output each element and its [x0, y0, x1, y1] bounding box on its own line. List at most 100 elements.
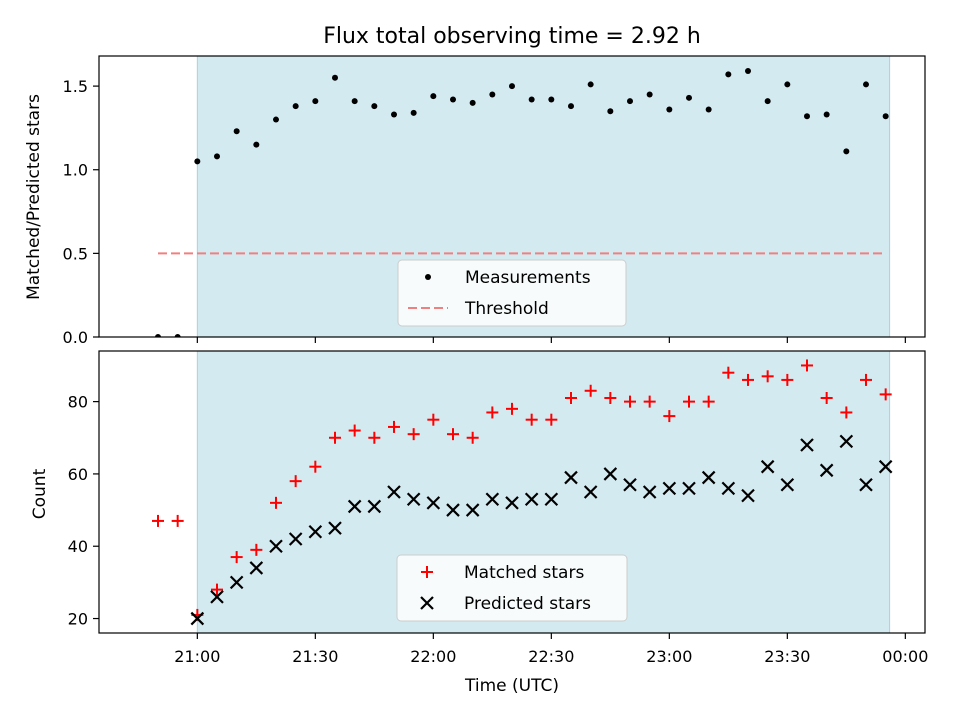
- predicted-point: [780, 477, 795, 492]
- x-tick-label: 00:00: [882, 647, 928, 666]
- measurement-point: [253, 141, 260, 148]
- predicted-point: [760, 459, 775, 474]
- measurement-point: [784, 81, 791, 88]
- matched-point: [250, 543, 263, 556]
- y-tick-label: 80: [68, 393, 88, 412]
- predicted-point: [485, 492, 500, 507]
- measurement-point: [627, 98, 633, 105]
- predicted-point: [446, 503, 460, 517]
- legend-label: Matched stars: [464, 563, 584, 583]
- y-tick-label: 40: [68, 537, 88, 556]
- measurement-point: [666, 106, 673, 113]
- y-tick-label: 1.0: [63, 161, 88, 180]
- count-legend: Matched stars Predicted stars: [396, 554, 628, 622]
- ratio-y-axis-label: Matched/Predicted stars: [24, 94, 44, 300]
- measurement-point: [469, 99, 476, 106]
- matched-point: [683, 395, 695, 408]
- y-tick-label: 20: [68, 610, 88, 629]
- predicted-point: [701, 470, 716, 485]
- predicted-point: [367, 499, 382, 514]
- ratio-series-measurements: [155, 68, 889, 337]
- measurement-point: [430, 93, 437, 100]
- legend-label: Threshold: [464, 299, 549, 319]
- measurement-point: [528, 96, 535, 103]
- predicted-point: [819, 463, 834, 478]
- matched-point: [506, 402, 518, 415]
- matched-point: [348, 424, 361, 437]
- predicted-point: [623, 477, 637, 492]
- ratio-panel: 0.0 0.5 1.0 1.5 Measurements Threshold: [63, 55, 926, 347]
- predicted-point: [406, 492, 421, 507]
- measurement-point: [745, 68, 751, 75]
- predicted-point: [583, 485, 598, 499]
- count-plot-area: [152, 359, 893, 626]
- legend-measurement-swatch: [425, 274, 431, 280]
- predicted-point: [387, 485, 401, 499]
- x-tick-label: 21:30: [292, 647, 338, 666]
- matched-point: [702, 395, 715, 408]
- predicted-point: [800, 438, 814, 452]
- ratio-plot-area: [155, 68, 889, 337]
- measurement-point: [450, 96, 456, 103]
- matched-point: [309, 460, 322, 473]
- measurement-point: [233, 128, 240, 135]
- y-tick-label: 0.5: [63, 244, 88, 263]
- matched-point: [860, 373, 872, 386]
- x-tick-label: 23:30: [764, 647, 810, 666]
- predicted-point: [269, 539, 283, 554]
- predicted-point: [859, 477, 873, 492]
- count-y-axis-label: Count: [30, 468, 50, 519]
- measurement-point: [214, 153, 220, 160]
- predicted-point: [505, 496, 519, 510]
- predicted-point: [229, 575, 244, 590]
- predicted-point: [249, 561, 264, 575]
- predicted-point: [721, 481, 736, 496]
- matched-point: [820, 392, 833, 404]
- predicted-point: [878, 459, 893, 474]
- measurement-point: [174, 334, 181, 337]
- legend-matched-swatch: [421, 566, 433, 578]
- legend-label: Measurements: [465, 268, 591, 288]
- count-series-predicted-stars: [190, 434, 893, 626]
- measurement-point: [292, 103, 299, 110]
- measurement-point: [863, 81, 869, 88]
- matched-point: [407, 428, 420, 441]
- matched-point: [525, 413, 538, 426]
- legend-box: [397, 259, 627, 327]
- measurement-point: [273, 116, 279, 123]
- matched-point: [447, 428, 459, 441]
- measurement-point: [705, 106, 712, 113]
- x-tick-label: 23:00: [646, 647, 692, 666]
- matched-point: [329, 431, 341, 444]
- y-tick-label: 0.0: [63, 328, 88, 347]
- matched-point: [211, 583, 223, 596]
- measurement-point: [823, 111, 830, 118]
- matched-point: [152, 514, 164, 527]
- predicted-point: [682, 481, 696, 496]
- predicted-point: [347, 499, 362, 514]
- y-tick-label: 1.5: [63, 77, 88, 96]
- predicted-point: [328, 521, 342, 535]
- count-series-matched-stars: [152, 359, 892, 621]
- measurement-point: [410, 109, 417, 116]
- measurement-point: [843, 148, 850, 155]
- matched-point: [722, 366, 735, 379]
- predicted-point: [288, 532, 303, 546]
- matched-point: [171, 514, 184, 527]
- matched-point: [781, 373, 794, 386]
- measurement-point: [509, 83, 515, 90]
- matched-point: [742, 373, 754, 386]
- measurement-point: [568, 103, 574, 110]
- matched-point: [840, 406, 853, 419]
- matched-point: [466, 431, 479, 444]
- predicted-point: [426, 496, 441, 510]
- measurement-point: [646, 91, 653, 98]
- ratio-axes-frame: [98, 55, 926, 338]
- measurement-point: [764, 98, 771, 105]
- predicted-point: [603, 467, 618, 481]
- predicted-point: [741, 488, 755, 503]
- predicted-point: [662, 481, 677, 496]
- matched-point: [388, 420, 400, 433]
- legend-predicted-swatch: [420, 596, 434, 610]
- measurement-point: [587, 81, 594, 88]
